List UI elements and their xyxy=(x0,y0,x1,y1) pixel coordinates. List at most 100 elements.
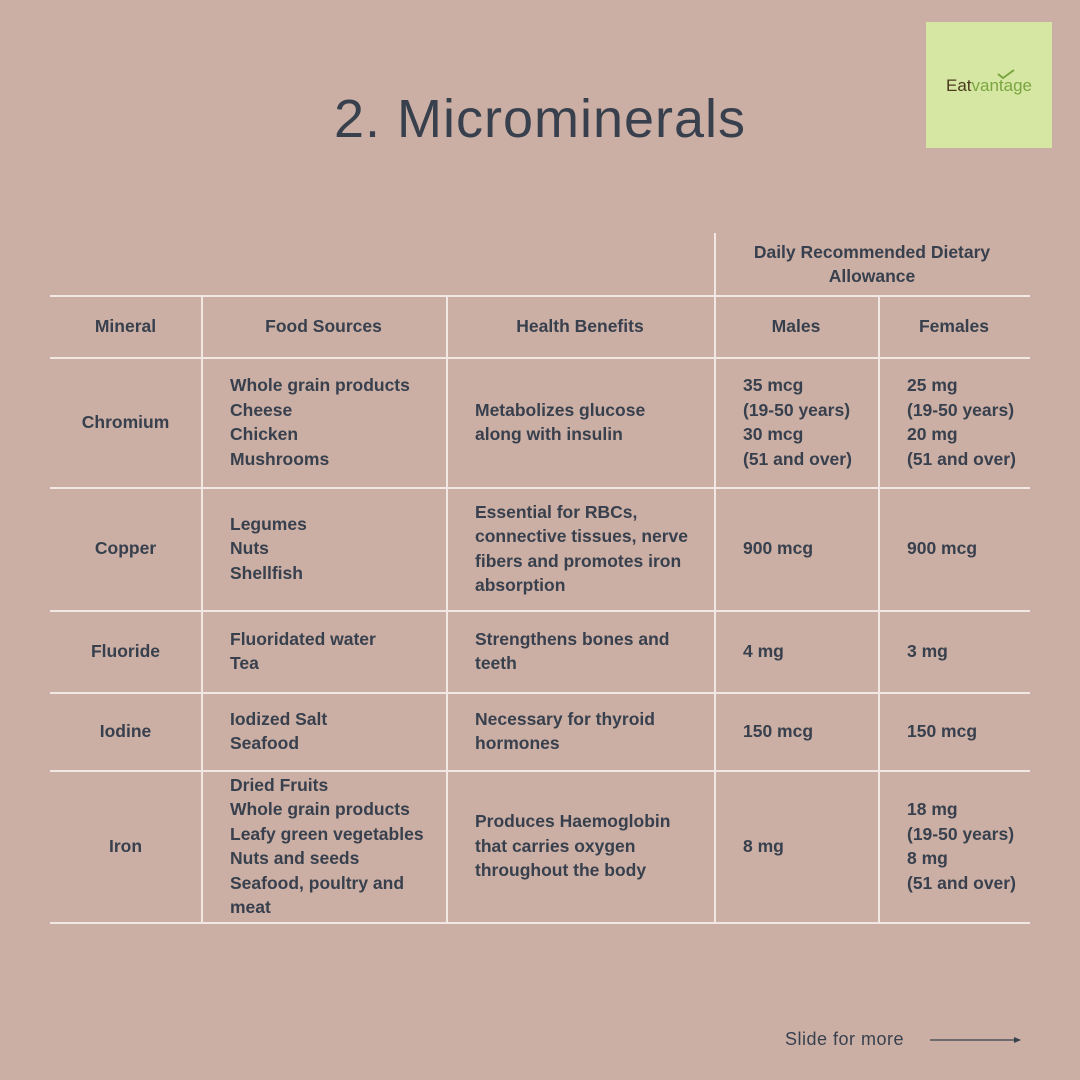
cell-line: 900 mcg xyxy=(907,538,978,559)
cell-line: Seafood, poultry and xyxy=(230,872,405,893)
cell-line: 18 mg xyxy=(907,799,958,819)
table-cell: 150 mcg xyxy=(878,692,1030,770)
logo: Eatvantage xyxy=(926,22,1052,148)
table-cell: Iron xyxy=(50,770,201,922)
row-line xyxy=(50,487,1030,489)
cell-line: (51 and over) xyxy=(743,448,852,469)
title: 2. Microminerals xyxy=(333,89,747,149)
table-cell: Fluoridated water Tea xyxy=(201,610,446,692)
cell-line: 35 mcg xyxy=(743,375,804,395)
cell-line: Iron xyxy=(108,835,143,856)
table-cell: Whole grain products Cheese Chicken Mushroo… xyxy=(201,357,446,487)
cell-line: along with insulin xyxy=(475,424,623,444)
table-cell: 25 mg (19-50 years) 20 mg (51 and over) xyxy=(878,357,1030,487)
table-cell: Chromium xyxy=(50,357,201,487)
cell-line: throughout the body xyxy=(475,860,647,881)
cell-line: (19-50 years) xyxy=(907,823,1015,844)
table-cell: Necessary for thyroid hormones xyxy=(446,692,714,770)
cell-line: Necessary for thyroid xyxy=(475,708,655,729)
table-cell: Fluoride xyxy=(50,610,201,692)
footer-text: Slide for more xyxy=(785,1029,905,1049)
table-cell: Iodine xyxy=(50,692,201,770)
cell-line: Nuts xyxy=(230,538,269,559)
cell-line: 4 mg xyxy=(743,640,784,661)
column-line xyxy=(201,295,203,922)
cell-line: Whole grain products xyxy=(230,799,410,819)
cell-line: 150 mcg xyxy=(907,720,978,741)
column-line xyxy=(446,295,448,922)
row-line xyxy=(50,770,1030,772)
cell-line: Iodine xyxy=(99,720,152,741)
cell-line: fibers and promotes iron xyxy=(475,550,682,571)
cell-line: hormones xyxy=(475,733,560,753)
cell-line: Mushrooms xyxy=(230,448,330,469)
table-cell: 4 mg xyxy=(714,610,878,692)
row-line xyxy=(50,922,1030,924)
cell-line: Tea xyxy=(230,653,259,673)
cell-line: connective tissues, nerve xyxy=(475,526,689,546)
table-cell: 900 mcg xyxy=(878,487,1030,610)
cell-line: Leafy green vegetables xyxy=(230,823,424,844)
logo-part: vantage xyxy=(971,76,1033,95)
logo-part: Eat xyxy=(945,76,972,95)
cell-line: (19-50 years) xyxy=(743,399,851,420)
column-header: Females xyxy=(918,315,990,336)
row-line xyxy=(50,295,1030,297)
table-cell: Metabolizes glucose along with insulin xyxy=(446,357,714,487)
cell-line: Dried Fruits xyxy=(230,774,329,795)
column-header: Food Sources xyxy=(265,315,382,336)
cell-line: teeth xyxy=(475,653,517,673)
cell-line: absorption xyxy=(475,575,566,595)
table-cell: 900 mcg xyxy=(714,487,878,610)
cell-line: that carries oxygen xyxy=(475,835,636,856)
cell-line: Shellfish xyxy=(230,562,303,583)
table-cell: Produces Haemoglobin that carries oxygen t… xyxy=(446,770,714,922)
row-line xyxy=(50,692,1030,694)
table-cell: Dried Fruits Whole grain products Leafy gr… xyxy=(201,770,446,922)
table-cell: 150 mcg xyxy=(714,692,878,770)
cell-line: Chromium xyxy=(81,411,170,432)
table-cell: Copper xyxy=(50,487,201,610)
cell-line: (51 and over) xyxy=(907,872,1016,893)
cell-line: Fluoride xyxy=(90,640,161,661)
cell-line: Essential for RBCs, xyxy=(475,501,638,522)
column-line xyxy=(714,233,716,922)
table-cell: 35 mcg (19-50 years) 30 mcg (51 and over) xyxy=(714,357,878,487)
column-header: Mineral xyxy=(94,315,157,336)
column-line xyxy=(878,295,880,922)
logo-check xyxy=(997,69,1015,80)
cell-line: meat xyxy=(230,897,271,917)
cell-line: Copper xyxy=(94,538,157,559)
table-cell: 18 mg (19-50 years) 8 mg (51 and over) xyxy=(878,770,1030,922)
cell-line: 20 mg xyxy=(907,424,958,444)
table-cell: 3 mg xyxy=(878,610,1030,692)
cell-line: (19-50 years) xyxy=(907,399,1015,420)
cell-line: Metabolizes glucose xyxy=(475,399,646,420)
cell-line: (51 and over) xyxy=(907,448,1016,469)
cell-line: 3 mg xyxy=(907,640,948,661)
cell-line: 150 mcg xyxy=(743,720,814,741)
arrow xyxy=(930,1037,1021,1043)
row-line xyxy=(50,610,1030,612)
cell-line: 8 mg xyxy=(743,835,784,856)
cell-line: Produces Haemoglobin xyxy=(475,811,671,832)
cell-line: Chicken xyxy=(230,424,299,444)
table-cell: 8 mg xyxy=(714,770,878,922)
table-cell: Legumes Nuts Shellfish xyxy=(201,487,446,610)
column-header: Males xyxy=(771,315,821,336)
cell-line: 900 mcg xyxy=(743,538,814,559)
cell-line: Fluoridated water xyxy=(230,628,376,649)
logo-text: Eatvantage xyxy=(926,76,1052,96)
cell-line: 25 mg xyxy=(907,375,958,395)
row-line xyxy=(50,357,1030,359)
group-header: Daily Recommended Dietary Allowance xyxy=(753,242,991,286)
table-cell: Essential for RBCs, connective tissues, n… xyxy=(446,487,714,610)
cell-line: Whole grain products xyxy=(230,375,410,395)
cell-line: 8 mg xyxy=(907,848,948,868)
table-cell: Iodized Salt Seafood xyxy=(201,692,446,770)
cell-line: Iodized Salt xyxy=(230,708,328,729)
cell-line: Strengthens bones and xyxy=(475,628,670,649)
cell-line: Nuts and seeds xyxy=(230,848,360,868)
table-cell: Strengthens bones and teeth xyxy=(446,610,714,692)
